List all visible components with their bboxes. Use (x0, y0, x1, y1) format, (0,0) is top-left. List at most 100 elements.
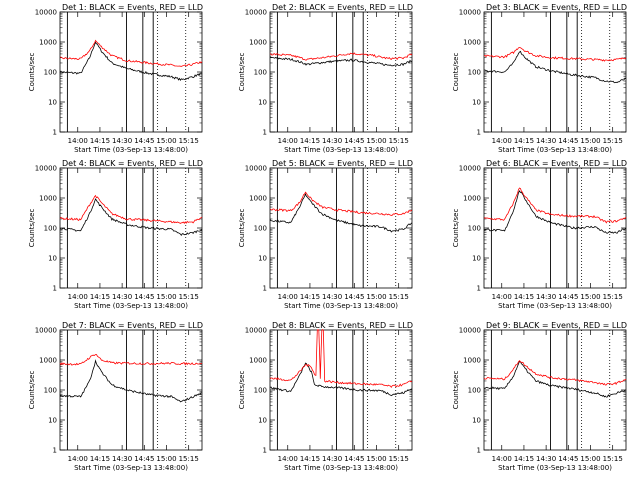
x-tick-label: 14:30 (536, 293, 556, 301)
y-tick-label: 10 (472, 99, 481, 107)
y-axis-label: Counts/sec (452, 209, 460, 248)
y-tick-label: 1000 (249, 195, 267, 203)
plot-frame (483, 329, 627, 451)
x-tick-label: 14:30 (322, 293, 342, 301)
x-axis-label: Start Time (03-Sep-13 13:48:00) (284, 302, 398, 310)
x-tick-label: 14:00 (492, 137, 512, 145)
events-series-line (483, 361, 627, 398)
plot-frame (59, 11, 203, 133)
y-tick-label: 100 (44, 387, 57, 395)
x-tick-label: 14:45 (134, 455, 154, 463)
panel-title: Det 2: BLACK = Events, RED = LLD (272, 3, 413, 12)
y-tick-label: 1000 (39, 357, 57, 365)
y-tick-label: 100 (468, 387, 481, 395)
x-tick-label: 14:00 (68, 455, 88, 463)
y-tick-label: 10000 (459, 327, 481, 335)
x-tick-label: 14:15 (300, 293, 320, 301)
x-axis-label: Start Time (03-Sep-13 13:48:00) (498, 464, 612, 472)
y-tick-label: 100 (468, 225, 481, 233)
x-tick-label: 14:00 (68, 137, 88, 145)
y-tick-label: 1000 (463, 195, 481, 203)
x-axis-label: Start Time (03-Sep-13 13:48:00) (284, 146, 398, 154)
x-tick-label: 15:00 (580, 455, 600, 463)
y-tick-label: 1000 (39, 39, 57, 47)
y-tick-label: 1 (263, 129, 267, 137)
x-tick-label: 14:00 (278, 455, 298, 463)
detector-panel-8: Det 8: BLACK = Events, RED = LLD 1 10 100 10… (238, 321, 413, 472)
x-tick-label: 15:15 (179, 455, 199, 463)
x-tick-label: 15:15 (179, 293, 199, 301)
panel-title: Det 5: BLACK = Events, RED = LLD (272, 159, 413, 168)
lld-series-line (59, 194, 203, 225)
x-tick-label: 14:30 (536, 455, 556, 463)
y-tick-label: 10 (258, 255, 267, 263)
detector-panel-6: Det 6: BLACK = Events, RED = LLD 1 10 100 10… (452, 159, 627, 310)
x-tick-label: 15:15 (389, 137, 409, 145)
y-tick-label: 1 (53, 129, 57, 137)
x-tick-label: 14:00 (278, 293, 298, 301)
detector-panel-9: Det 9: BLACK = Events, RED = LLD 1 10 100 10… (452, 321, 627, 472)
x-tick-label: 14:15 (514, 137, 534, 145)
y-tick-label: 100 (254, 69, 267, 77)
y-tick-label: 100 (254, 387, 267, 395)
lld-series-line (269, 191, 413, 216)
y-tick-label: 10000 (459, 9, 481, 17)
lld-series-line (59, 354, 203, 366)
x-axis-label: Start Time (03-Sep-13 13:48:00) (74, 464, 188, 472)
y-tick-label: 10 (472, 417, 481, 425)
x-tick-label: 14:45 (344, 455, 364, 463)
y-tick-label: 1 (263, 285, 267, 293)
detector-panel-1: Det 1: BLACK = Events, RED = LLD 1 10 100 10… (28, 3, 203, 154)
x-tick-label: 14:45 (558, 137, 578, 145)
y-tick-label: 1 (53, 447, 57, 455)
y-axis-label: Counts/sec (238, 371, 246, 410)
y-axis-label: Counts/sec (28, 209, 36, 248)
y-tick-label: 10 (48, 99, 57, 107)
events-series-line (59, 41, 203, 81)
y-axis-label: Counts/sec (238, 53, 246, 92)
x-tick-label: 14:30 (322, 455, 342, 463)
y-axis-label: Counts/sec (28, 53, 36, 92)
y-tick-label: 1 (477, 447, 481, 455)
detector-panel-5: Det 5: BLACK = Events, RED = LLD 1 10 100 10… (238, 159, 413, 310)
x-axis-label: Start Time (03-Sep-13 13:48:00) (74, 302, 188, 310)
x-tick-label: 15:00 (366, 455, 386, 463)
x-tick-label: 15:00 (580, 137, 600, 145)
x-tick-label: 14:00 (492, 293, 512, 301)
x-tick-label: 15:00 (156, 137, 176, 145)
y-tick-label: 1 (53, 285, 57, 293)
x-tick-label: 14:15 (90, 137, 110, 145)
y-tick-label: 10 (48, 417, 57, 425)
x-tick-label: 14:00 (492, 455, 512, 463)
y-tick-label: 1000 (463, 357, 481, 365)
x-tick-label: 15:00 (156, 293, 176, 301)
x-tick-label: 14:30 (322, 137, 342, 145)
x-tick-label: 14:15 (300, 137, 320, 145)
x-tick-label: 15:00 (580, 293, 600, 301)
plot-frame (59, 167, 203, 289)
plot-frame (269, 167, 413, 289)
x-axis-label: Start Time (03-Sep-13 13:48:00) (284, 464, 398, 472)
detector-panel-4: Det 4: BLACK = Events, RED = LLD 1 10 100 10… (28, 159, 203, 310)
x-axis-label: Start Time (03-Sep-13 13:48:00) (498, 302, 612, 310)
y-tick-label: 10000 (35, 327, 57, 335)
x-axis-label: Start Time (03-Sep-13 13:48:00) (498, 146, 612, 154)
y-axis-label: Counts/sec (238, 209, 246, 248)
x-tick-label: 15:15 (389, 293, 409, 301)
x-axis-label: Start Time (03-Sep-13 13:48:00) (74, 146, 188, 154)
x-tick-label: 15:15 (179, 137, 199, 145)
y-tick-label: 100 (254, 225, 267, 233)
y-tick-label: 1000 (39, 195, 57, 203)
panel-title: Det 7: BLACK = Events, RED = LLD (62, 321, 203, 330)
x-tick-label: 14:45 (344, 137, 364, 145)
lld-series-line (483, 187, 627, 224)
x-tick-label: 14:15 (514, 293, 534, 301)
x-tick-label: 14:45 (558, 455, 578, 463)
x-tick-label: 15:15 (603, 455, 623, 463)
x-tick-label: 14:30 (112, 137, 132, 145)
y-tick-label: 1 (477, 285, 481, 293)
x-tick-label: 14:15 (90, 293, 110, 301)
y-tick-label: 10000 (35, 165, 57, 173)
panel-title: Det 1: BLACK = Events, RED = LLD (62, 3, 203, 12)
y-tick-label: 10 (258, 417, 267, 425)
